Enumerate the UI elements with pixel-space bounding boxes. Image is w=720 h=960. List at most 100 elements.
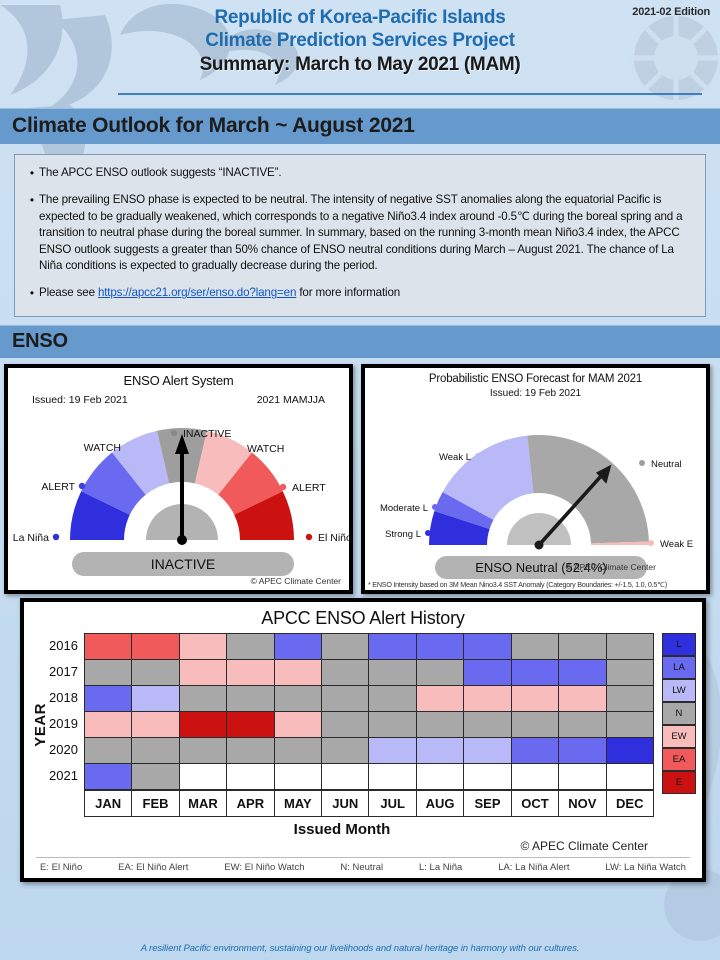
- prob-gauge-title: Probabilistic ENSO Forecast for MAM 2021: [428, 372, 643, 385]
- heatmap-cell: [226, 632, 275, 660]
- month-axis-tick: AUG: [415, 789, 465, 817]
- alert-gauge-issued: Issued: 19 Feb 2021: [32, 393, 128, 406]
- heatmap-cell: [415, 658, 465, 686]
- heatmap-cell: [131, 684, 180, 712]
- heatmap-cell: [178, 684, 228, 712]
- month-axis-tick: APR: [226, 789, 275, 817]
- bullet-marker-icon: •: [29, 166, 35, 180]
- prob-label-strong-l: Strong L: [385, 529, 421, 540]
- history-x-axis-label: Issued Month: [293, 820, 391, 838]
- table-row: [83, 684, 654, 712]
- heatmap-cell: [321, 736, 370, 764]
- heatmap-cell: [273, 658, 323, 686]
- month-axis-tick: SEP: [463, 789, 512, 817]
- history-year-label: 2016: [49, 638, 78, 654]
- heatmap-cell: [178, 632, 228, 660]
- heatmap-cell: [226, 658, 275, 686]
- heatmap-cell: [558, 736, 607, 764]
- heatmap-cell: [415, 762, 465, 790]
- heatmap-cell: [226, 762, 275, 790]
- heatmap-cell: [368, 684, 417, 712]
- prob-gauge-issued: Issued: 19 Feb 2021: [489, 387, 582, 399]
- heatmap-cell: [558, 710, 607, 738]
- heatmap-cell: [273, 736, 323, 764]
- alert-label-alert-left: ALERT: [41, 481, 75, 493]
- heatmap-cell: [83, 736, 133, 764]
- heatmap-cell: [83, 658, 133, 686]
- heatmap-cell: [510, 658, 560, 686]
- page-header: 2021-02 Edition Republic of Korea-Pacifi…: [0, 0, 720, 108]
- legend-footer-item: E: El Niño: [40, 861, 83, 873]
- legend-swatch-e: E: [661, 770, 696, 794]
- heatmap-cell: [131, 762, 180, 790]
- outlook-bullet-2-text: The prevailing ENSO phase is expected to…: [39, 193, 683, 273]
- legend-footer-item: N: Neutral: [340, 861, 384, 873]
- enso-info-link[interactable]: https://apcc21.org/ser/enso.do?lang=en: [97, 286, 297, 300]
- heatmap-cell: [131, 632, 180, 660]
- legend-footer-item: LA: La Niña Alert: [498, 861, 570, 873]
- alert-label-watch-right: WATCH: [247, 443, 284, 455]
- outlook-textbox: • The APCC ENSO outlook suggests “INACTI…: [14, 154, 706, 317]
- alert-status-label: INACTIVE: [151, 556, 216, 572]
- alert-gauge-title: ENSO Alert System: [123, 372, 234, 388]
- history-legend-footer: E: El Niño EA: El Niño Alert EW: El Niño W…: [36, 856, 690, 876]
- edition-label: 2021-02 Edition: [632, 6, 710, 18]
- enso-alert-history-inner: APCC ENSO Alert History YEAR 2016 2017 201…: [24, 601, 702, 878]
- heatmap-cell: [226, 684, 275, 712]
- history-legend: L LA LW N EW EA E: [661, 632, 696, 794]
- history-body: YEAR 2016 2017 2018 2019 2020 2021 JAN FEB MAR A…: [30, 632, 696, 817]
- alert-label-el-nino: El Niño: [318, 532, 352, 544]
- heatmap-cell: [463, 710, 512, 738]
- history-y-axis-label: YEAR: [32, 703, 49, 747]
- month-axis-tick: JAN: [83, 789, 133, 817]
- heatmap-cell: [463, 736, 512, 764]
- heatmap-cell: [178, 710, 228, 738]
- outlook-section: • The APCC ENSO outlook suggests “INACTI…: [0, 144, 720, 325]
- heatmap-cell: [273, 684, 323, 712]
- heatmap-cell: [510, 736, 560, 764]
- legend-swatch-n: N: [661, 701, 696, 725]
- heatmap-cell: [226, 736, 275, 764]
- summary-title: Summary: March to May 2021 (MAM): [199, 54, 521, 75]
- heatmap-cell: [510, 632, 560, 660]
- heatmap-cell: [273, 710, 323, 738]
- month-axis-tick: JUL: [368, 789, 417, 817]
- heatmap-cell: [463, 632, 512, 660]
- heatmap-cell: [321, 684, 370, 712]
- legend-footer-item: L: La Niña: [419, 861, 463, 873]
- heatmap-cell: [510, 684, 560, 712]
- heatmap-cell: [605, 658, 654, 686]
- heatmap-cell: [321, 658, 370, 686]
- outlook-bullet-1-text: The APCC ENSO outlook suggests “INACTIVE…: [39, 166, 282, 179]
- history-year-label: 2021: [49, 768, 78, 784]
- prob-label-moderate-l: Moderate L: [380, 503, 428, 514]
- heatmap-cell: [605, 684, 654, 712]
- heatmap-cell: [605, 736, 654, 764]
- history-copyright: © APEC Climate Center: [520, 838, 648, 853]
- heatmap-cell: [321, 762, 370, 790]
- heatmap-cell: [131, 736, 180, 764]
- table-row: [83, 736, 654, 764]
- legend-swatch-ew: EW: [661, 724, 696, 748]
- heatmap-cell: [463, 684, 512, 712]
- history-year-label: 2019: [49, 716, 78, 732]
- heatmap-cell: [178, 736, 228, 764]
- heatmap-cell: [510, 762, 560, 790]
- enso-alert-system-panel: ENSO Alert System Issued: 19 Feb 2021 20…: [4, 363, 353, 594]
- heatmap-cell: [273, 762, 323, 790]
- legend-swatch-lw: LW: [661, 678, 696, 702]
- alert-label-la-nina: La Niña: [13, 532, 49, 544]
- header-divider: [118, 93, 702, 95]
- heatmap-cell: [558, 632, 607, 660]
- history-title: APCC ENSO Alert History: [261, 607, 465, 628]
- prob-gauge-copyright: © APEC Climate Center: [565, 561, 656, 572]
- legend-footer-item: EW: El Niño Watch: [224, 861, 305, 873]
- month-axis-tick: FEB: [131, 789, 180, 817]
- outlook-link-suffix: for more information: [296, 286, 401, 300]
- alert-label-alert-right: ALERT: [292, 482, 326, 494]
- history-month-axis: JAN FEB MAR APR MAY JUN JUL AUG SEP OCT NOV DEC: [83, 789, 654, 817]
- history-year-label: 2017: [49, 664, 78, 680]
- alert-label-inactive: INACTIVE: [183, 428, 231, 440]
- heatmap-cell: [415, 632, 465, 660]
- prob-label-weak-e: Weak E: [660, 539, 693, 550]
